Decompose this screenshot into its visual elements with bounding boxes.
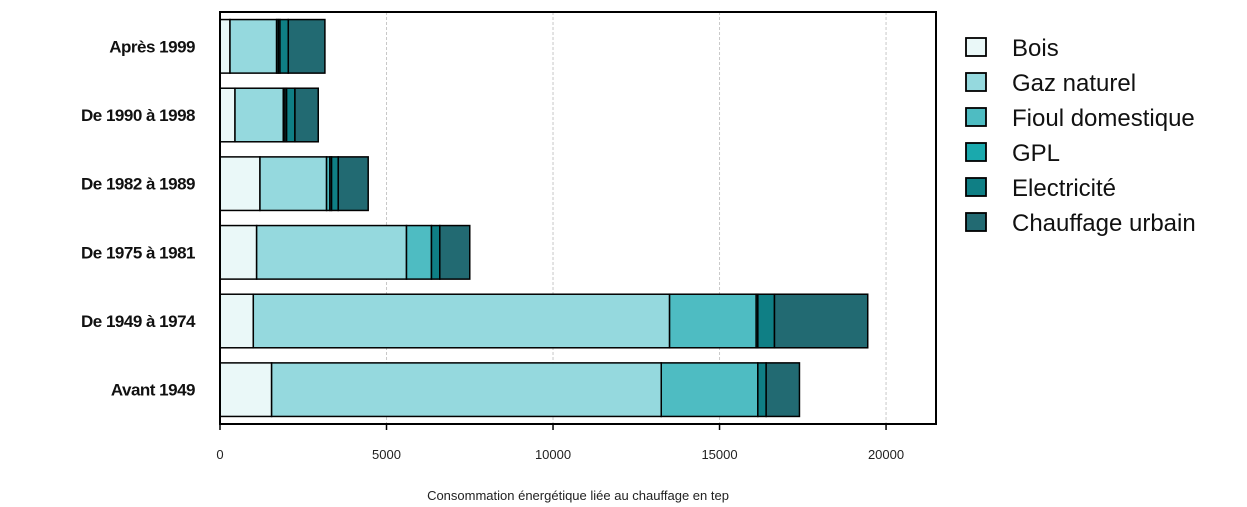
legend-swatch-bois [965, 37, 987, 57]
bar-apres-1999-bois [219, 18, 231, 74]
x-tick-label-5000: 5000 [372, 447, 401, 462]
plot-frame [219, 11, 937, 425]
category-label-de-1975-a-1981: De 1975 à 1981 [81, 243, 195, 262]
bars-group [219, 18, 869, 418]
legend-swatch-fioul-domestique [965, 107, 987, 127]
x-axis-ticks: 0 5000 10000 15000 20000 [216, 424, 904, 462]
grid-lines [386, 12, 887, 424]
category-label-de-1949-a-1974: De 1949 à 1974 [81, 312, 196, 331]
bar-de-1982-a-1989-gaz-naturel [259, 156, 328, 212]
bar-apres-1999-gaz-naturel [229, 18, 278, 74]
bar-de-1990-a-1998-electricite [285, 87, 296, 143]
legend-swatch-chauffage-urbain [965, 212, 987, 232]
bar-de-1982-a-1989-bois [219, 156, 261, 212]
legend-label-gpl: GPL [1012, 140, 1060, 167]
x-axis-title: Consommation énergétique liée au chauffa… [427, 488, 729, 503]
bar-de-1949-a-1974-fioul-domestique [668, 293, 757, 349]
category-label-de-1982-a-1989: De 1982 à 1989 [81, 175, 195, 194]
bar-de-1975-a-1981-electricite [430, 224, 441, 280]
bar-de-1949-a-1974-electricite [757, 293, 776, 349]
bar-de-1975-a-1981-bois [219, 224, 258, 280]
legend: Bois Gaz naturel Fioul domestique GPL Electr… [965, 35, 1196, 237]
x-tick-label-0: 0 [216, 447, 223, 462]
legend-label-bois: Bois [1012, 35, 1059, 62]
bar-de-1990-a-1998-gaz-naturel [234, 87, 285, 143]
category-label-avant-1949: Avant 1949 [111, 381, 195, 400]
bar-avant-1949-bois [219, 362, 273, 418]
legend-label-chauffage-urbain: Chauffage urbain [1012, 210, 1196, 237]
legend-swatch-gpl [965, 142, 987, 162]
bar-apres-1999-electricite [279, 18, 290, 74]
bar-de-1975-a-1981-chauffage-urbain [439, 224, 471, 280]
legend-swatch-electricite [965, 177, 987, 197]
category-labels: Après 1999 De 1990 à 1998 De 1982 à 1989 De… [81, 37, 197, 400]
x-tick-label-10000: 10000 [535, 447, 571, 462]
bar-de-1949-a-1974-chauffage-urbain [773, 293, 869, 349]
bar-de-1982-a-1989-chauffage-urbain [337, 156, 369, 212]
x-tick-label-15000: 15000 [701, 447, 737, 462]
bar-de-1990-a-1998-bois [219, 87, 236, 143]
legend-label-gaz-naturel: Gaz naturel [1012, 70, 1136, 97]
legend-label-electricite: Electricité [1012, 175, 1116, 202]
bar-avant-1949-gaz-naturel [270, 362, 663, 418]
category-label-apres-1999: Après 1999 [109, 37, 195, 56]
legend-label-fioul-domestique: Fioul domestique [1012, 105, 1195, 132]
bar-avant-1949-electricite [757, 362, 767, 418]
legend-swatch-gaz-naturel [965, 72, 987, 92]
bar-de-1982-a-1989-electricite [330, 156, 339, 212]
category-label-de-1990-a-1998: De 1990 à 1998 [81, 106, 195, 125]
bar-apres-1999-chauffage-urbain [287, 18, 326, 74]
bar-de-1949-a-1974-gaz-naturel [252, 293, 671, 349]
x-tick-label-20000: 20000 [868, 447, 904, 462]
bar-de-1975-a-1981-gaz-naturel [255, 224, 408, 280]
bar-de-1949-a-1974-bois [219, 293, 255, 349]
bar-de-1990-a-1998-chauffage-urbain [294, 87, 319, 143]
bar-avant-1949-chauffage-urbain [765, 362, 801, 418]
bar-avant-1949-fioul-domestique [660, 362, 759, 418]
bar-de-1975-a-1981-fioul-domestique [405, 224, 433, 280]
